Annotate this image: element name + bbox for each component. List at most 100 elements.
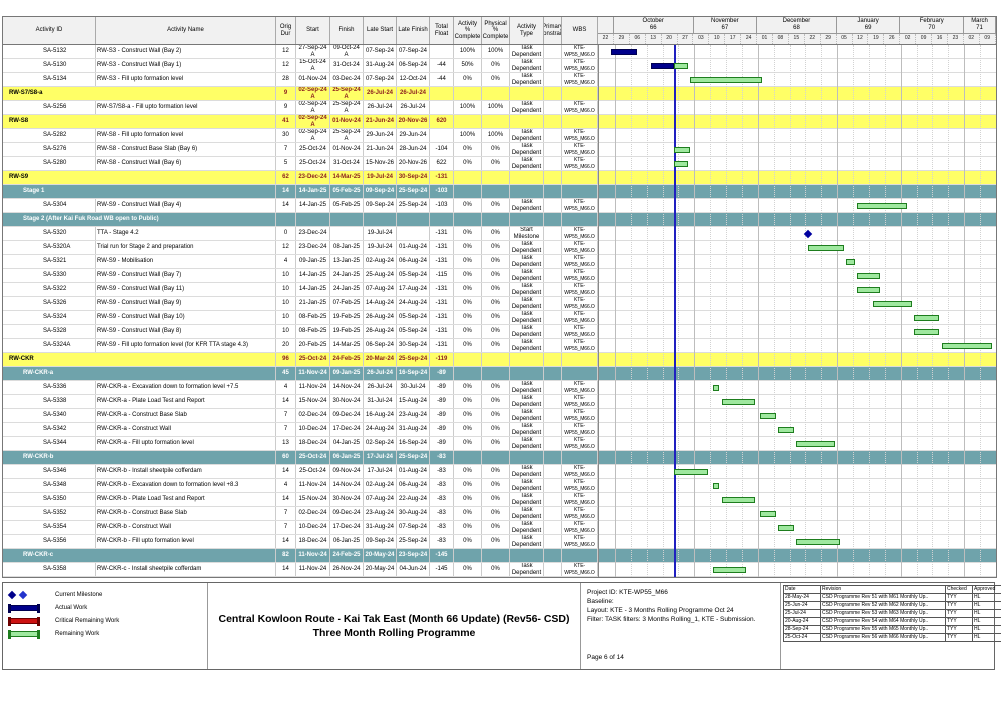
activity-type-cell — [510, 115, 544, 128]
gantt-row-area — [598, 59, 996, 72]
timeline-month: January 69 — [837, 17, 901, 34]
activity-name-cell: RW-S8 - Fill upto formation level — [96, 129, 276, 142]
total-float-cell: -145 — [430, 549, 454, 562]
primary-constraint-cell — [544, 199, 562, 212]
start-cell: 02-Dec-24 — [296, 507, 330, 520]
physical-pct-cell: 0% — [482, 479, 510, 492]
activity-name-cell: RW-S9 - Construct Wall (Bay 10) — [96, 311, 276, 324]
start-cell: 14-Jan-25 — [296, 269, 330, 282]
start-cell: 02-Sep-24 A — [296, 115, 330, 128]
group-label-cell: RW-CKR — [3, 353, 276, 366]
group-label-cell: RW-CKR-a — [3, 367, 276, 380]
physical-pct-cell — [482, 115, 510, 128]
orig-dur-cell: 7 — [276, 409, 296, 422]
wbs-cell: KTE-WP55_M66.O — [562, 493, 598, 506]
physical-pct-cell — [482, 185, 510, 198]
footer: Current Milestone Actual Work Critical Rem… — [2, 582, 1001, 670]
activity-pct-cell: 0% — [454, 507, 482, 520]
physical-pct-cell: 0% — [482, 143, 510, 156]
week-tick: 01 — [757, 34, 773, 44]
primary-constraint-cell — [544, 269, 562, 282]
late-finish-cell: 25-Sep-24 — [397, 353, 430, 366]
late-finish-cell: 07-Sep-24 — [397, 45, 430, 58]
legend-label: Critical Remaining Work — [55, 617, 120, 624]
total-float-cell — [430, 101, 454, 114]
group-row: RW-S9 62 23-Dec-24 14-Mar-25 19-Jul-24 30-Sep… — [3, 171, 996, 185]
activity-type-cell: Task Dependent — [510, 395, 544, 408]
start-cell: 23-Dec-24 — [296, 241, 330, 254]
revision-desc: CSD Programme Rev 52 with M62 Monthly Up… — [820, 601, 946, 610]
activity-id-cell: SA-5338 — [3, 395, 96, 408]
orig-dur-cell: 41 — [276, 115, 296, 128]
orig-dur-cell: 7 — [276, 507, 296, 520]
late-finish-cell: 22-Aug-24 — [397, 493, 430, 506]
orig-dur-cell: 60 — [276, 451, 296, 464]
title-block: Central Kowloon Route - Kai Tak East (Mo… — [208, 583, 580, 669]
physical-pct-cell: 0% — [482, 535, 510, 548]
total-float-cell: -89 — [430, 437, 454, 450]
finish-cell: 30-Nov-24 — [330, 493, 364, 506]
week-tick: 02 — [900, 34, 917, 44]
legend-label: Actual Work — [55, 604, 88, 611]
primary-constraint-cell — [544, 157, 562, 170]
primary-constraint-cell — [544, 325, 562, 338]
total-float-cell: -131 — [430, 227, 454, 240]
finish-cell: 31-Oct-24 — [330, 59, 364, 72]
gantt-row-area — [598, 269, 996, 282]
total-float-cell: -131 — [430, 255, 454, 268]
activity-row: SA-5330 RW-S9 - Construct Wall (Bay 7) 10 1… — [3, 269, 996, 283]
physical-pct-cell: 0% — [482, 409, 510, 422]
primary-constraint-cell — [544, 213, 562, 226]
gantt-row-area — [598, 521, 996, 534]
wbs-cell: KTE-WP55_M66.O — [562, 73, 598, 86]
gantt-row-area — [598, 395, 996, 408]
activity-row: SA-5304 RW-S9 - Construct Wall (Bay 4) 14 1… — [3, 199, 996, 213]
revision-history-table: Date Revision Checked Approved 28-May-24 CSD … — [783, 585, 1001, 642]
start-cell: 25-Oct-24 — [296, 353, 330, 366]
total-float-cell: -103 — [430, 199, 454, 212]
gantt-row-area — [598, 185, 996, 198]
activity-name-cell: RW-S3 - Construct Wall (Bay 2) — [96, 45, 276, 58]
filter-line: Filter: TASK filters: 3 Months Rolling_1… — [587, 616, 756, 623]
finish-cell: 14-Mar-25 — [330, 171, 364, 184]
wbs-cell — [562, 185, 598, 198]
revision-date: 28-May-24 — [783, 593, 821, 602]
revision-row: 28-Sep-24 CSD Programme Rev 55 with M65 M… — [783, 625, 1001, 634]
gantt-row-area — [598, 339, 996, 352]
activity-id-cell: SA-5324 — [3, 311, 96, 324]
activity-pct-cell: 0% — [454, 73, 482, 86]
start-cell: 11-Nov-24 — [296, 381, 330, 394]
month-name: November — [710, 18, 739, 24]
start-cell: 18-Dec-24 — [296, 437, 330, 450]
gantt-row-area — [598, 283, 996, 296]
activity-id-cell: SA-5346 — [3, 465, 96, 478]
week-tick: 29 — [614, 34, 630, 44]
gantt-row-area — [598, 297, 996, 310]
primary-constraint-cell — [544, 507, 562, 520]
late-finish-cell: 25-Sep-24 — [397, 535, 430, 548]
activity-row: SA-5276 RW-S8 - Construct Base Slab (Bay … — [3, 143, 996, 157]
total-float-cell: -119 — [430, 353, 454, 366]
activity-type-cell — [510, 87, 544, 100]
revision-approved: HL — [972, 601, 1001, 610]
wbs-cell — [562, 549, 598, 562]
group-row: RW-CKR-a 45 11-Nov-24 09-Jan-25 26-Jul-24 16-… — [3, 367, 996, 381]
activity-name-cell: RW-S9 - Fill upto formation level (for K… — [96, 339, 276, 352]
total-float-cell: -83 — [430, 465, 454, 478]
activity-pct-cell — [454, 451, 482, 464]
physical-pct-cell: 100% — [482, 45, 510, 58]
late-finish-cell: 05-Sep-24 — [397, 269, 430, 282]
primary-constraint-cell — [544, 465, 562, 478]
week-tick: 17 — [725, 34, 742, 44]
timeline-month-row: October 66 November 67 December 68 January 69 Fe… — [598, 17, 996, 34]
group-row: RW-S8 41 02-Sep-24 A 01-Nov-24 21-Jun-24 20-N… — [3, 115, 996, 129]
total-float-cell: -83 — [430, 521, 454, 534]
activity-type-cell: Task Dependent — [510, 493, 544, 506]
column-header-9: Physical % Complete — [482, 17, 510, 44]
revision-row: 25-Oct-24 CSD Programme Rev 56 with M66 M… — [783, 633, 1001, 642]
start-cell: 02-Sep-24 A — [296, 87, 330, 100]
activity-type-cell: Task Dependent — [510, 269, 544, 282]
activity-row: SA-5130 RW-S3 - Construct Wall (Bay 1) 12 1… — [3, 59, 996, 73]
orig-dur-cell: 14 — [276, 199, 296, 212]
revision-row: 20-Aug-24 CSD Programme Rev 54 with M64 M… — [783, 617, 1001, 626]
